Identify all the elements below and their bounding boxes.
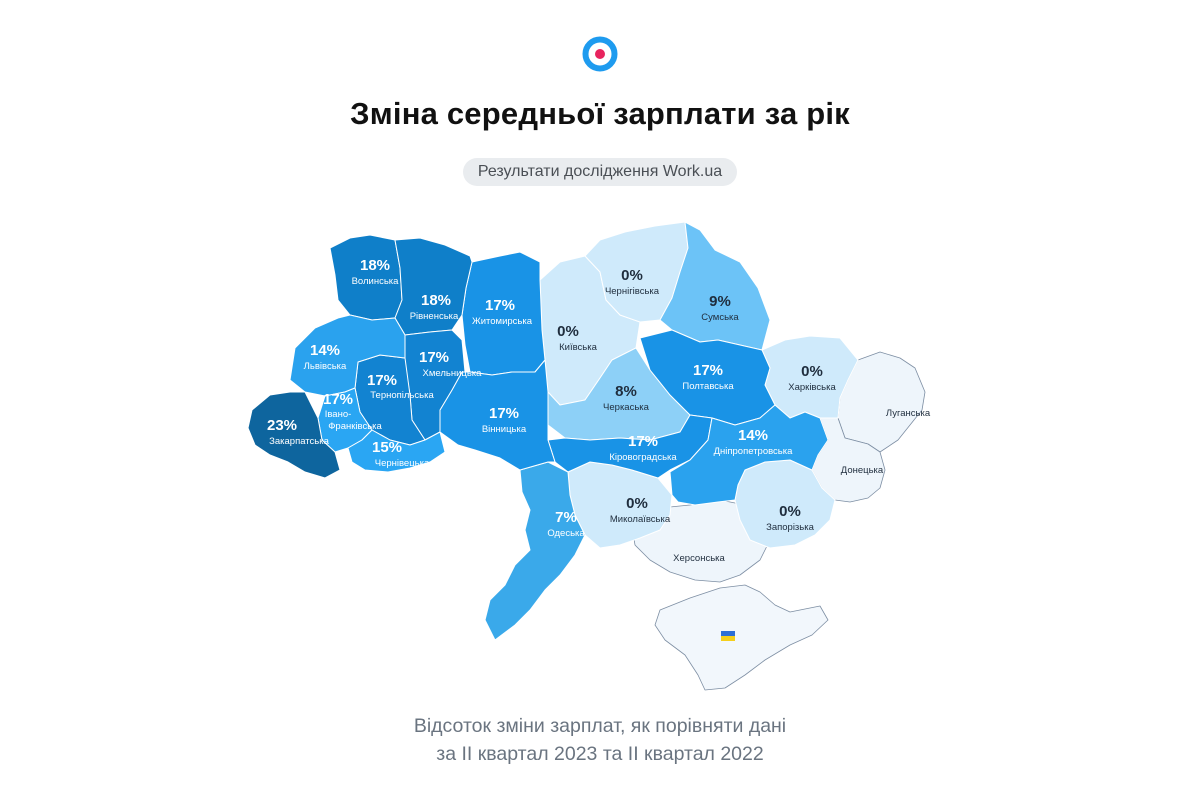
svg-text:Миколаївська: Миколаївська bbox=[610, 514, 671, 525]
page-title: Зміна середньої зарплати за рік bbox=[350, 96, 850, 131]
svg-text:Вінницька: Вінницька bbox=[482, 424, 527, 435]
region-odeska[interactable] bbox=[484, 461, 586, 641]
svg-text:17%: 17% bbox=[419, 349, 449, 366]
svg-text:Франківська: Франківська bbox=[328, 421, 382, 432]
svg-text:17%: 17% bbox=[489, 405, 519, 422]
label-vinnytska: 17% Вінницька bbox=[482, 405, 527, 435]
ukraine-flag-icon bbox=[721, 631, 735, 641]
region-zakarpatska[interactable] bbox=[247, 391, 341, 479]
footer-caption: Відсоток зміни зарплат, як порівняти дан… bbox=[0, 712, 1200, 768]
svg-text:Івано-: Івано- bbox=[325, 409, 352, 420]
svg-text:15%: 15% bbox=[372, 439, 402, 456]
workua-logo-icon bbox=[582, 36, 618, 72]
footer-line-1: Відсоток зміни зарплат, як порівняти дан… bbox=[413, 715, 787, 737]
svg-text:0%: 0% bbox=[801, 363, 823, 380]
label-kharkivska: 0% Харківська bbox=[788, 363, 836, 393]
svg-text:Волинська: Волинська bbox=[352, 276, 400, 287]
svg-text:17%: 17% bbox=[693, 362, 723, 379]
label-kirovohradska: 17% Кіровоградська bbox=[609, 433, 677, 463]
svg-text:18%: 18% bbox=[421, 292, 451, 309]
label-chernihivska: 0% Чернігівська bbox=[605, 267, 660, 297]
svg-text:Житомирська: Житомирська bbox=[472, 316, 533, 327]
label-cherkaska: 8% Черкаська bbox=[603, 383, 650, 413]
svg-text:Рівненська: Рівненська bbox=[410, 311, 459, 322]
svg-text:17%: 17% bbox=[628, 433, 658, 450]
label-zakarpatska: 23% Закарпатська bbox=[267, 417, 330, 447]
svg-text:17%: 17% bbox=[323, 391, 353, 408]
svg-text:Хмельницька: Хмельницька bbox=[423, 368, 483, 379]
svg-text:Чернівецька: Чернівецька bbox=[375, 458, 430, 469]
region-crimea[interactable] bbox=[654, 584, 829, 691]
label-poltavska: 17% Полтавська bbox=[682, 362, 734, 392]
svg-text:0%: 0% bbox=[626, 495, 648, 512]
label-volynska: 18% Волинська bbox=[352, 257, 400, 287]
source-badge: Результати дослідження Work.ua bbox=[463, 158, 737, 186]
label-lvivska: 14% Львівська bbox=[304, 342, 347, 372]
svg-text:17%: 17% bbox=[367, 372, 397, 389]
svg-text:Закарпатська: Закарпатська bbox=[269, 436, 329, 447]
region-chernivetska[interactable] bbox=[347, 429, 446, 473]
label-zaporizka: 0% Запорізька bbox=[766, 503, 815, 533]
label-odeska: 7% Одеська bbox=[547, 509, 585, 539]
label-rivnenska: 18% Рівненська bbox=[410, 292, 459, 322]
region-lvivska[interactable] bbox=[289, 314, 406, 397]
label-mykolaivska: 0% Миколаївська bbox=[610, 495, 671, 525]
svg-text:Тернопільська: Тернопільська bbox=[370, 390, 434, 401]
footer-line-2: за II квартал 2023 та II квартал 2022 bbox=[436, 743, 764, 765]
svg-text:Луганська: Луганська bbox=[886, 408, 931, 419]
svg-text:Черкаська: Черкаська bbox=[603, 402, 650, 413]
region-dnipropetrovska[interactable] bbox=[669, 404, 829, 506]
svg-text:0%: 0% bbox=[557, 323, 579, 340]
svg-text:0%: 0% bbox=[779, 503, 801, 520]
svg-text:Харківська: Харківська bbox=[788, 382, 836, 393]
svg-text:Полтавська: Полтавська bbox=[682, 381, 734, 392]
svg-text:14%: 14% bbox=[738, 427, 768, 444]
region-rivnenska[interactable] bbox=[394, 237, 473, 336]
svg-text:Донецька: Донецька bbox=[841, 465, 884, 476]
svg-text:9%: 9% bbox=[709, 293, 731, 310]
svg-text:Львівська: Львівська bbox=[304, 361, 347, 372]
label-chernivetska: 15% Чернівецька bbox=[372, 439, 430, 469]
label-ivano-frankivska: 17% Івано- Франківська bbox=[323, 391, 383, 432]
svg-text:7%: 7% bbox=[555, 509, 577, 526]
label-khersonska: Херсонська bbox=[673, 553, 725, 564]
svg-text:23%: 23% bbox=[267, 417, 297, 434]
region-poltavska[interactable] bbox=[639, 329, 776, 426]
svg-text:Дніпропетровська: Дніпропетровська bbox=[714, 446, 794, 457]
svg-text:Чернігівська: Чернігівська bbox=[605, 286, 660, 297]
svg-text:Сумська: Сумська bbox=[701, 312, 739, 323]
svg-text:Кіровоградська: Кіровоградська bbox=[609, 452, 677, 463]
label-zhytomyrska: 17% Житомирська bbox=[472, 297, 533, 327]
svg-text:8%: 8% bbox=[615, 383, 637, 400]
svg-text:14%: 14% bbox=[310, 342, 340, 359]
svg-text:Запорізька: Запорізька bbox=[766, 522, 815, 533]
svg-text:Одеська: Одеська bbox=[547, 528, 585, 539]
label-kyivska: 0% Київська bbox=[557, 323, 597, 353]
label-sumska: 9% Сумська bbox=[701, 293, 739, 323]
svg-text:0%: 0% bbox=[621, 267, 643, 284]
label-luhanska: Луганська bbox=[886, 408, 931, 419]
svg-text:Херсонська: Херсонська bbox=[673, 553, 725, 564]
label-khmelnytska: 17% Хмельницька bbox=[419, 349, 482, 379]
label-ternopilska: 17% Тернопільська bbox=[367, 372, 434, 401]
svg-text:18%: 18% bbox=[360, 257, 390, 274]
label-dnipropetrovska: 14% Дніпропетровська bbox=[714, 427, 794, 457]
svg-text:17%: 17% bbox=[485, 297, 515, 314]
svg-text:Київська: Київська bbox=[559, 342, 597, 353]
label-donetska: Донецька bbox=[841, 465, 884, 476]
